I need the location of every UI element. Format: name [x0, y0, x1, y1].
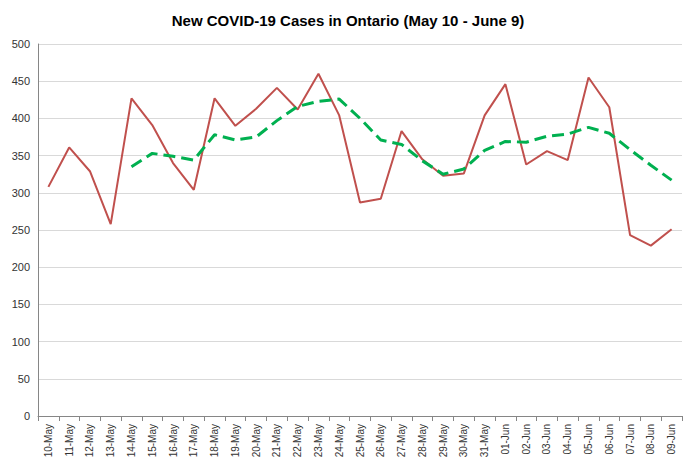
svg-text:04-Jun: 04-Jun [562, 424, 573, 455]
svg-text:0: 0 [24, 410, 30, 422]
svg-text:26-May: 26-May [375, 424, 386, 457]
svg-text:28-May: 28-May [417, 424, 428, 457]
svg-text:250: 250 [12, 224, 30, 236]
svg-text:17-May: 17-May [188, 424, 199, 457]
svg-text:20-May: 20-May [251, 424, 262, 457]
svg-text:400: 400 [12, 112, 30, 124]
svg-text:25-May: 25-May [355, 424, 366, 457]
svg-text:18-May: 18-May [209, 424, 220, 457]
svg-text:07-Jun: 07-Jun [625, 424, 636, 455]
svg-text:08-Jun: 08-Jun [645, 424, 656, 455]
svg-text:16-May: 16-May [168, 424, 179, 457]
svg-text:19-May: 19-May [230, 424, 241, 457]
svg-text:02-Jun: 02-Jun [521, 424, 532, 455]
svg-text:10-May: 10-May [43, 424, 54, 457]
svg-text:31-May: 31-May [479, 424, 490, 457]
svg-text:100: 100 [12, 336, 30, 348]
svg-text:09-Jun: 09-Jun [666, 424, 677, 455]
svg-text:22-May: 22-May [292, 424, 303, 457]
svg-text:350: 350 [12, 150, 30, 162]
svg-text:23-May: 23-May [313, 424, 324, 457]
svg-text:50: 50 [18, 373, 30, 385]
svg-text:30-May: 30-May [458, 424, 469, 457]
svg-text:200: 200 [12, 261, 30, 273]
svg-text:05-Jun: 05-Jun [583, 424, 594, 455]
svg-text:12-May: 12-May [84, 424, 95, 457]
svg-text:03-Jun: 03-Jun [541, 424, 552, 455]
svg-text:21-May: 21-May [271, 424, 282, 457]
svg-text:150: 150 [12, 298, 30, 310]
svg-text:01-Jun: 01-Jun [500, 424, 511, 455]
svg-text:500: 500 [12, 38, 30, 50]
svg-text:New COVID-19 Cases in Ontario: New COVID-19 Cases in Ontario (May 10 - … [172, 12, 525, 29]
svg-text:13-May: 13-May [105, 424, 116, 457]
svg-text:27-May: 27-May [396, 424, 407, 457]
svg-text:300: 300 [12, 187, 30, 199]
svg-text:24-May: 24-May [334, 424, 345, 457]
svg-text:29-May: 29-May [438, 424, 449, 457]
svg-text:14-May: 14-May [126, 424, 137, 457]
svg-text:15-May: 15-May [147, 424, 158, 457]
svg-text:450: 450 [12, 75, 30, 87]
svg-text:11-May: 11-May [64, 424, 75, 457]
svg-text:06-Jun: 06-Jun [604, 424, 615, 455]
